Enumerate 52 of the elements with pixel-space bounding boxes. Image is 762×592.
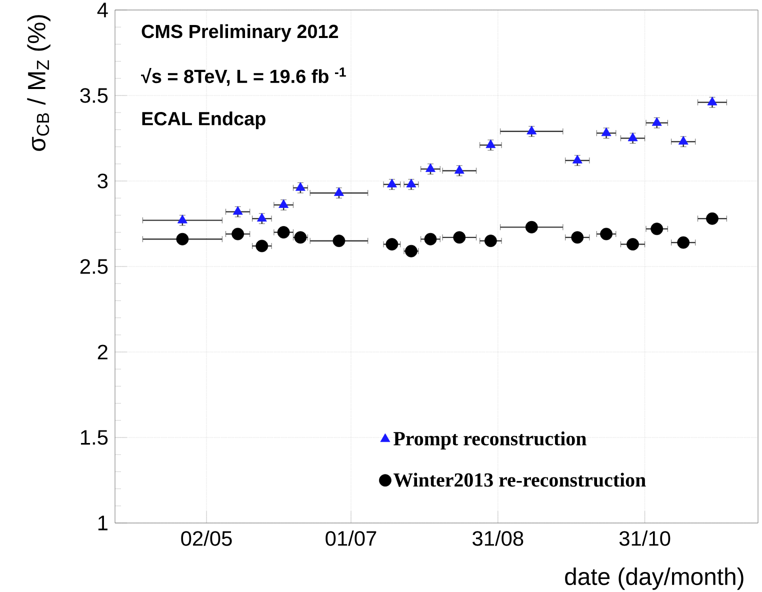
y-tick-label: 1.5 [80, 430, 108, 445]
y-axis-title: σ$_{CB}$ / M$_{Z}$ (%) [27, 15, 50, 151]
point [526, 126, 537, 134]
point [386, 238, 398, 250]
y-tick-label: 4 [97, 2, 108, 18]
point [424, 232, 437, 246]
point [677, 236, 690, 249]
x-tick-label: 01/07 [326, 530, 376, 546]
point [386, 178, 397, 188]
point [406, 178, 416, 188]
annotation: √s = 8TeV, L = 19.6 fb $^{-1}$ [141, 68, 346, 86]
point [484, 234, 497, 248]
point [486, 139, 496, 148]
point [454, 165, 464, 174]
x-tick-label: 02/05 [181, 530, 232, 546]
y-tick-label: 2 [98, 344, 108, 360]
point [600, 228, 612, 240]
point [277, 226, 290, 238]
legend-label: Winter2013 re-reconstruction [393, 472, 646, 487]
x-tick-label: 31/10 [619, 530, 670, 546]
point [278, 199, 289, 208]
point [571, 231, 584, 244]
point [678, 136, 688, 145]
point [601, 127, 612, 136]
point [525, 220, 538, 234]
y-tick-label: 3.5 [80, 88, 108, 103]
point [256, 212, 267, 222]
point [706, 212, 718, 225]
point [177, 214, 188, 224]
annotation: ECAL Endcap [142, 111, 266, 130]
x-axis-title: date (day/month) [565, 568, 744, 590]
annotation: CMS Preliminary 2012 [142, 24, 338, 42]
point [332, 234, 346, 248]
point [707, 96, 718, 106]
y-tick-label: 2.5 [80, 259, 108, 274]
point [256, 240, 268, 252]
point [453, 231, 466, 244]
point [626, 238, 639, 250]
point [650, 222, 664, 236]
point [232, 206, 243, 215]
x-tick-label: 31/08 [472, 530, 524, 546]
legend-label: Prompt reconstruction [394, 431, 586, 450]
point [405, 244, 418, 258]
point [294, 231, 307, 244]
point [652, 117, 662, 126]
point [572, 154, 582, 164]
point [295, 182, 306, 191]
point [232, 228, 244, 240]
y-tick-label: 1 [98, 516, 108, 530]
point [628, 132, 638, 142]
y-tick-label: 3 [98, 174, 108, 188]
point [176, 232, 189, 246]
